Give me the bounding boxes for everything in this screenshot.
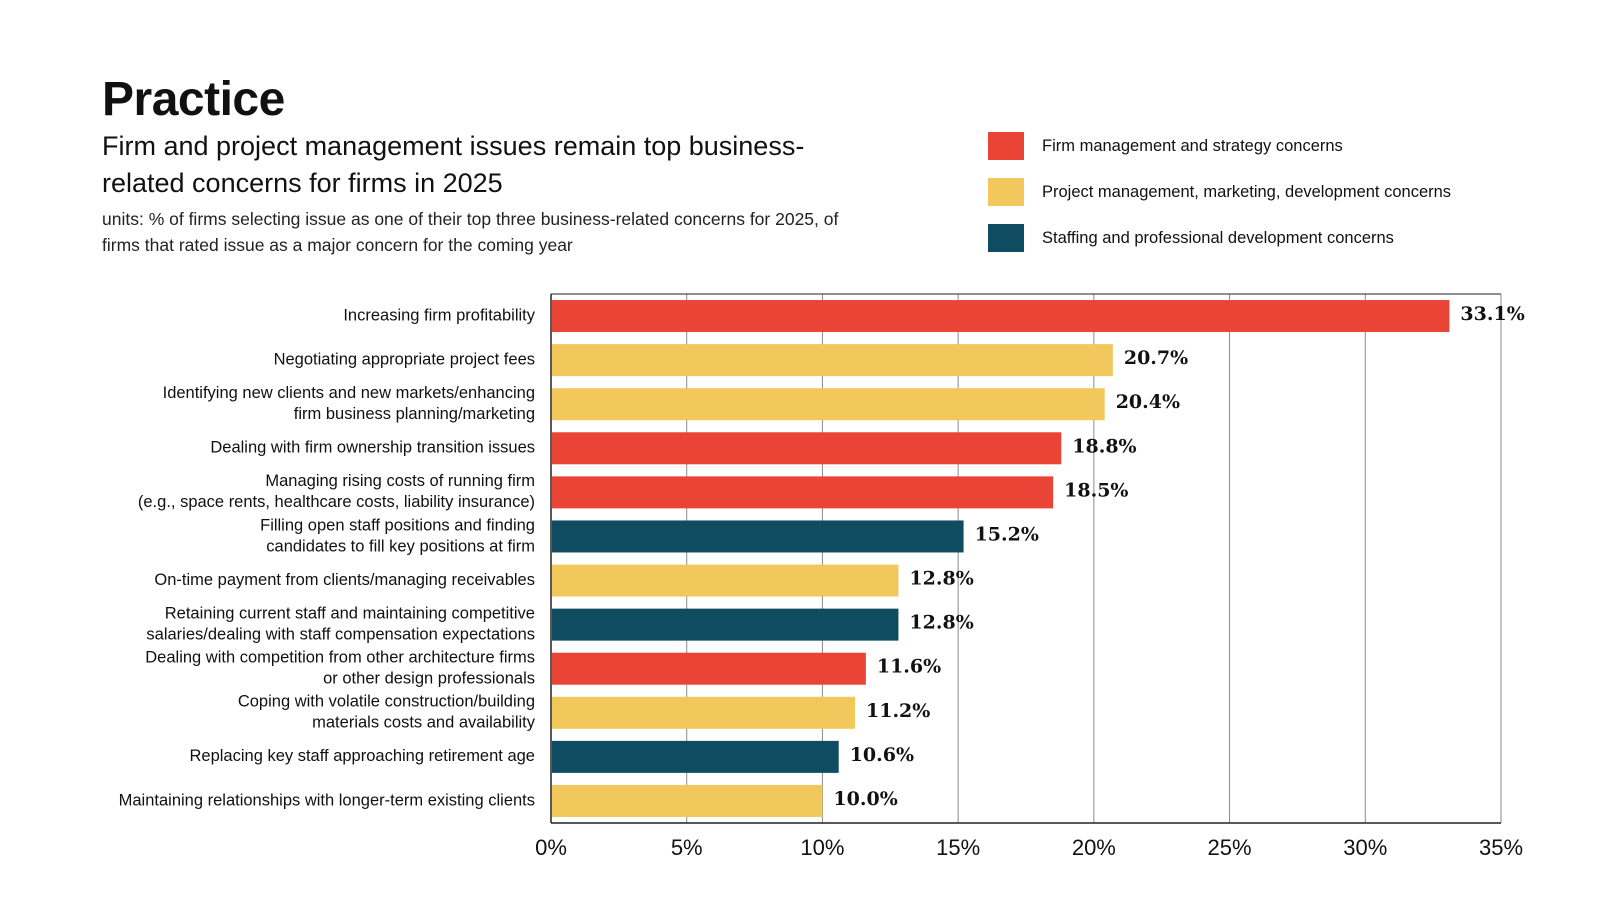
legend: Firm management and strategy concerns Pr… <box>988 132 1451 270</box>
tick-label: 15% <box>936 835 980 860</box>
data-label: 33.1% <box>1460 303 1524 325</box>
data-label: 20.7% <box>1124 347 1188 369</box>
data-label: 10.6% <box>850 744 914 766</box>
legend-swatch-staffing <box>988 224 1024 252</box>
data-label: 11.6% <box>877 656 941 678</box>
bar <box>552 608 899 641</box>
bar <box>552 388 1105 421</box>
bar <box>552 476 1054 509</box>
bar <box>552 520 964 553</box>
bar <box>552 300 1450 333</box>
data-label: 18.5% <box>1064 479 1128 501</box>
bar <box>552 740 839 773</box>
chart-subtitle: Firm and project management issues remai… <box>102 131 805 198</box>
category-label: or other design professionals <box>323 670 535 688</box>
category-label: Negotiating appropriate project fees <box>274 350 535 368</box>
category-label: materials costs and availability <box>312 714 536 732</box>
bar <box>552 344 1113 377</box>
data-label: 12.8% <box>909 568 973 590</box>
data-label: 10.0% <box>833 788 897 810</box>
legend-swatch-project-management <box>988 178 1024 206</box>
category-label: Identifying new clients and new markets/… <box>163 384 535 402</box>
data-label: 11.2% <box>866 700 930 722</box>
category-label: (e.g., space rents, healthcare costs, li… <box>138 493 535 511</box>
chart-title: Practice <box>102 73 285 126</box>
bar <box>552 696 855 729</box>
legend-label-firm-management: Firm management and strategy concerns <box>1042 136 1343 155</box>
category-label: On-time payment from clients/managing re… <box>154 571 535 589</box>
data-label: 15.2% <box>975 523 1039 545</box>
tick-label: 30% <box>1343 835 1387 860</box>
category-label: Dealing with competition from other arch… <box>145 649 535 667</box>
legend-item-staffing: Staffing and professional development co… <box>988 224 1451 252</box>
tick-label: 10% <box>800 835 844 860</box>
tick-label: 20% <box>1072 835 1116 860</box>
category-label: Replacing key staff approaching retireme… <box>190 747 536 765</box>
bar <box>552 784 823 817</box>
bar <box>552 432 1062 465</box>
legend-item-project-management: Project management, marketing, developme… <box>988 178 1451 206</box>
units-note: units: % of firms selecting issue as one… <box>102 209 839 255</box>
category-label: Dealing with firm ownership transition i… <box>210 439 535 457</box>
tick-label: 5% <box>671 835 703 860</box>
legend-swatch-firm-management <box>988 132 1024 160</box>
category-label: Managing rising costs of running firm <box>265 472 535 490</box>
tick-label: 35% <box>1479 835 1523 860</box>
category-label: Retaining current staff and maintaining … <box>165 604 535 622</box>
category-label: Filling open staff positions and finding <box>260 516 535 534</box>
category-label: Coping with volatile construction/buildi… <box>238 693 535 711</box>
tick-label: 0% <box>535 835 567 860</box>
bar <box>552 652 866 685</box>
tick-label: 25% <box>1208 835 1252 860</box>
bar <box>552 564 899 597</box>
data-label: 20.4% <box>1116 391 1180 413</box>
data-label: 18.8% <box>1072 435 1136 457</box>
category-label: Maintaining relationships with longer-te… <box>119 791 535 809</box>
category-label: firm business planning/marketing <box>294 405 535 423</box>
legend-item-firm-management: Firm management and strategy concerns <box>988 132 1451 160</box>
legend-label-staffing: Staffing and professional development co… <box>1042 228 1394 247</box>
category-label: candidates to fill key positions at firm <box>266 537 535 555</box>
data-label: 12.8% <box>909 612 973 634</box>
category-label: Increasing firm profitability <box>343 306 535 324</box>
legend-label-project-management: Project management, marketing, developme… <box>1042 182 1452 201</box>
category-label: salaries/dealing with staff compensation… <box>146 625 535 643</box>
